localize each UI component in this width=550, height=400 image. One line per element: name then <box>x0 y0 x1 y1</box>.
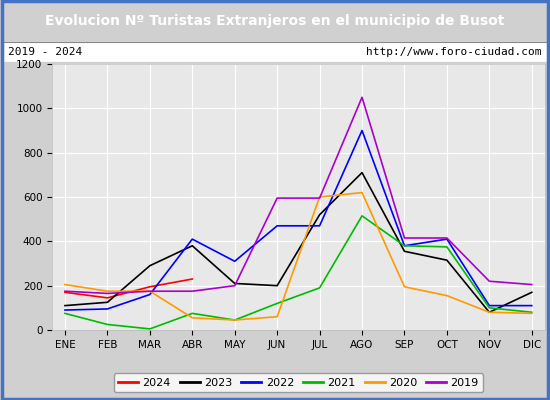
Text: http://www.foro-ciudad.com: http://www.foro-ciudad.com <box>366 47 542 57</box>
Text: 2019 - 2024: 2019 - 2024 <box>8 47 82 57</box>
Legend: 2024, 2023, 2022, 2021, 2020, 2019: 2024, 2023, 2022, 2021, 2020, 2019 <box>113 373 483 392</box>
Text: Evolucion Nº Turistas Extranjeros en el municipio de Busot: Evolucion Nº Turistas Extranjeros en el … <box>45 14 505 28</box>
